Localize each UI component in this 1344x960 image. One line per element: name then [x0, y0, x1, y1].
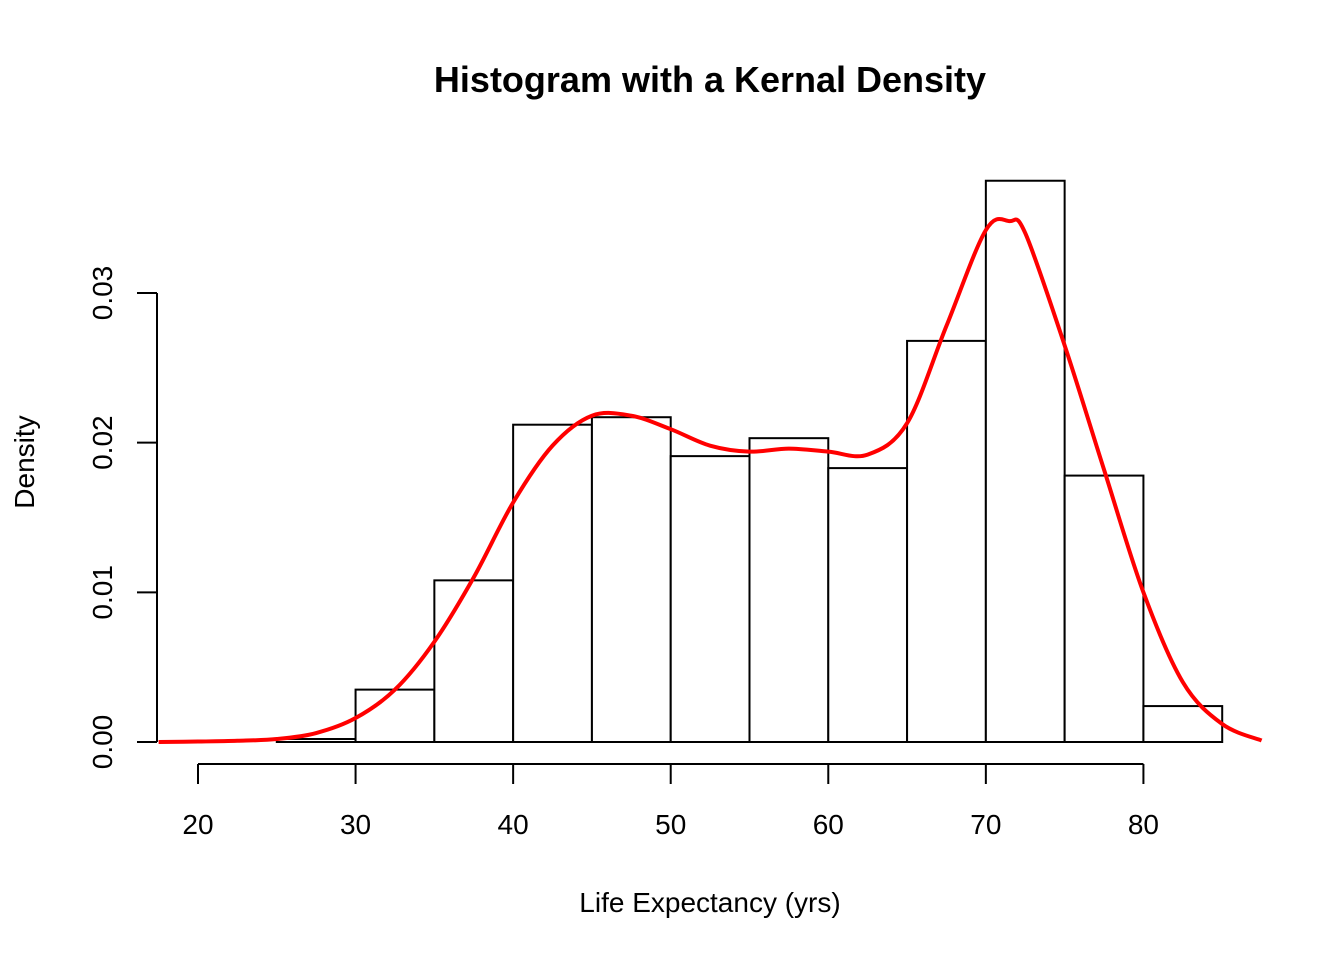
histogram-bars	[275, 179, 1224, 744]
density-curve-group	[158, 216, 1263, 744]
y-tick-label: 0.03	[87, 266, 118, 321]
y-axis-label: Density	[9, 415, 40, 508]
y-tick-label: 0.00	[87, 715, 118, 770]
y-axis: 0.00 0.01 0.02 0.03	[87, 266, 158, 770]
histogram-bar-10	[984, 179, 1066, 744]
x-axis-label: Life Expectancy (yrs)	[579, 887, 840, 918]
x-tick-label: 30	[340, 809, 371, 840]
x-tick-label: 20	[182, 809, 213, 840]
histogram-bar-4	[512, 423, 593, 743]
density-curve	[158, 216, 1263, 744]
y-tick-label: 0.01	[87, 565, 118, 620]
x-tick-label: 80	[1128, 809, 1159, 840]
histogram-bar-5	[590, 416, 672, 743]
x-tick-label: 60	[813, 809, 844, 840]
x-tick-label: 40	[498, 809, 529, 840]
histogram-bar-3	[433, 579, 515, 743]
histogram-bar-2	[354, 688, 436, 743]
x-axis: 20 30 40 50 60 70 80	[182, 763, 1159, 840]
y-tick-label: 0.02	[87, 415, 118, 470]
x-tick-label: 50	[655, 809, 686, 840]
histogram-bar-8	[827, 467, 909, 743]
histogram-bar-6	[669, 455, 751, 743]
x-tick-label: 70	[970, 809, 1001, 840]
chart-title: Histogram with a Kernal Density	[434, 59, 986, 100]
histogram-bar-12	[1142, 705, 1224, 744]
histogram-bar-11	[1063, 474, 1145, 743]
histogram-bar-7	[748, 437, 830, 743]
